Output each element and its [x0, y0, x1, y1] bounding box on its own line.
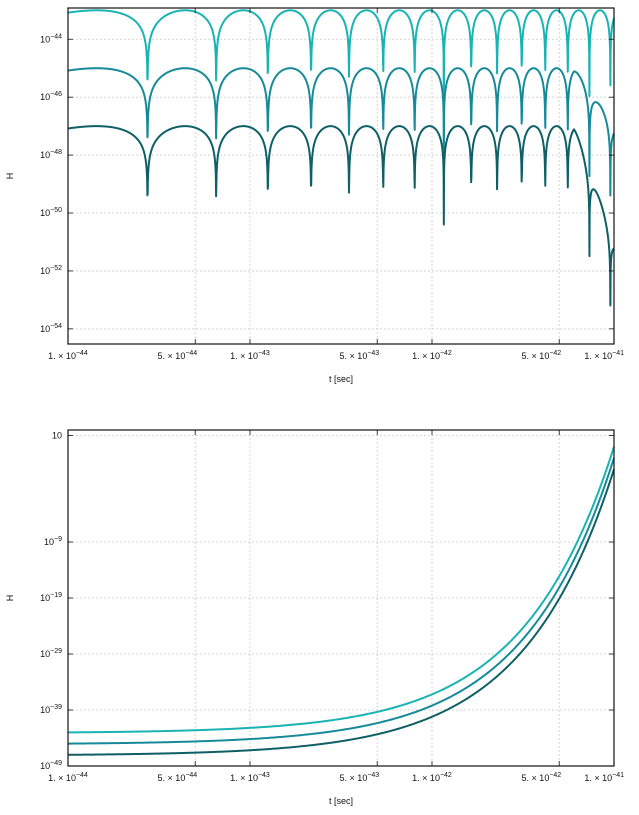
y-tick-label: 10−29 [40, 648, 62, 659]
x-tick-label: 1. × 10−42 [412, 350, 452, 361]
x-tick-label: 1. × 10−43 [230, 772, 270, 783]
x-tick-label: 5. × 10−43 [340, 350, 380, 361]
x-tick-label: 5. × 10−43 [340, 772, 380, 783]
plot-frame [67, 7, 615, 345]
x-tick-label: 5. × 10−44 [158, 350, 198, 361]
y-tick-label: 10−49 [40, 760, 62, 771]
x-tick-label: 5. × 10−42 [522, 772, 562, 783]
series-line-3 [67, 468, 615, 756]
series-line-3 [67, 125, 615, 307]
x-tick-label: 1. × 10−42 [412, 772, 452, 783]
x-tick-label: 1. × 10−41 [584, 350, 624, 361]
x-axis-label: t [sec] [329, 374, 353, 384]
y-tick-label: 10−54 [40, 323, 62, 334]
y-tick-label: 10 [52, 431, 62, 441]
y-axis-label: H [5, 595, 15, 602]
y-tick-label: 10−52 [40, 265, 62, 276]
chart-top: 1. × 10−44 5. × 10−44 1. × 10−43 5. × 10−43… [5, 7, 624, 384]
chart-bottom: 1. × 10−44 5. × 10−44 1. × 10−43 5. × 10−43… [5, 429, 624, 806]
x-tick-label: 1. × 10−41 [584, 772, 624, 783]
y-tick-label: 10−50 [40, 207, 62, 218]
y-tick-label: 10−46 [40, 91, 62, 102]
y-axis-label: H [5, 173, 15, 180]
series-line-2 [67, 457, 615, 745]
x-axis-label: t [sec] [329, 796, 353, 806]
x-tick-label: 1. × 10−44 [48, 772, 88, 783]
x-tick-label: 5. × 10−44 [158, 772, 198, 783]
series-line-1 [67, 446, 615, 734]
x-tick-label: 1. × 10−44 [48, 350, 88, 361]
x-tick-label: 1. × 10−43 [230, 350, 270, 361]
y-tick-label: 10−39 [40, 704, 62, 715]
x-tick-label: 5. × 10−42 [522, 350, 562, 361]
y-tick-label: 10−48 [40, 149, 62, 160]
series-line-2 [67, 67, 615, 197]
y-tick-label: 10−19 [40, 592, 62, 603]
y-tick-label: 10−9 [44, 536, 62, 547]
series-line-1 [67, 9, 615, 110]
y-tick-label: 10−44 [40, 33, 62, 44]
